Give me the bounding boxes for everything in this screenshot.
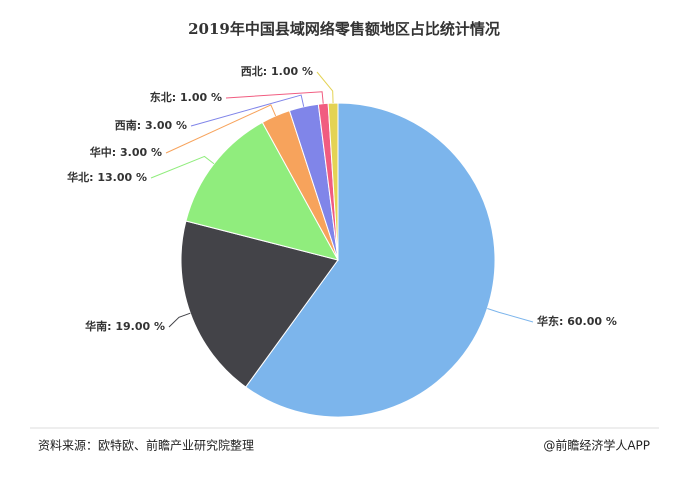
- leader-line: [165, 104, 277, 154]
- data-label: 西南: 3.00 %: [115, 118, 187, 132]
- pie-slice: [185, 121, 339, 261]
- leader-line: [316, 71, 334, 104]
- leader-line: [150, 155, 215, 179]
- leader-line: [190, 94, 305, 127]
- data-label: 华南: 19.00 %: [85, 319, 165, 333]
- data-label: 西北: 1.00 %: [241, 64, 313, 78]
- data-label: 华东: 60.00 %: [537, 314, 617, 328]
- data-label: 东北: 1.00 %: [150, 90, 222, 104]
- data-label: 华中: 3.00 %: [90, 145, 162, 159]
- credit: @前瞻经济学人APP: [543, 438, 650, 453]
- leader-line: [225, 91, 324, 104]
- source: 资料来源：欧特欧、前瞻产业研究院整理: [38, 438, 254, 453]
- leader-line: [168, 312, 191, 328]
- data-label: 华北: 13.00 %: [67, 170, 147, 184]
- chart-title: 2019年中国县域网络零售额地区占比统计情况: [188, 20, 500, 38]
- leader-line: [487, 308, 534, 323]
- pie-slice: [327, 102, 339, 261]
- pie-slice: [245, 102, 496, 418]
